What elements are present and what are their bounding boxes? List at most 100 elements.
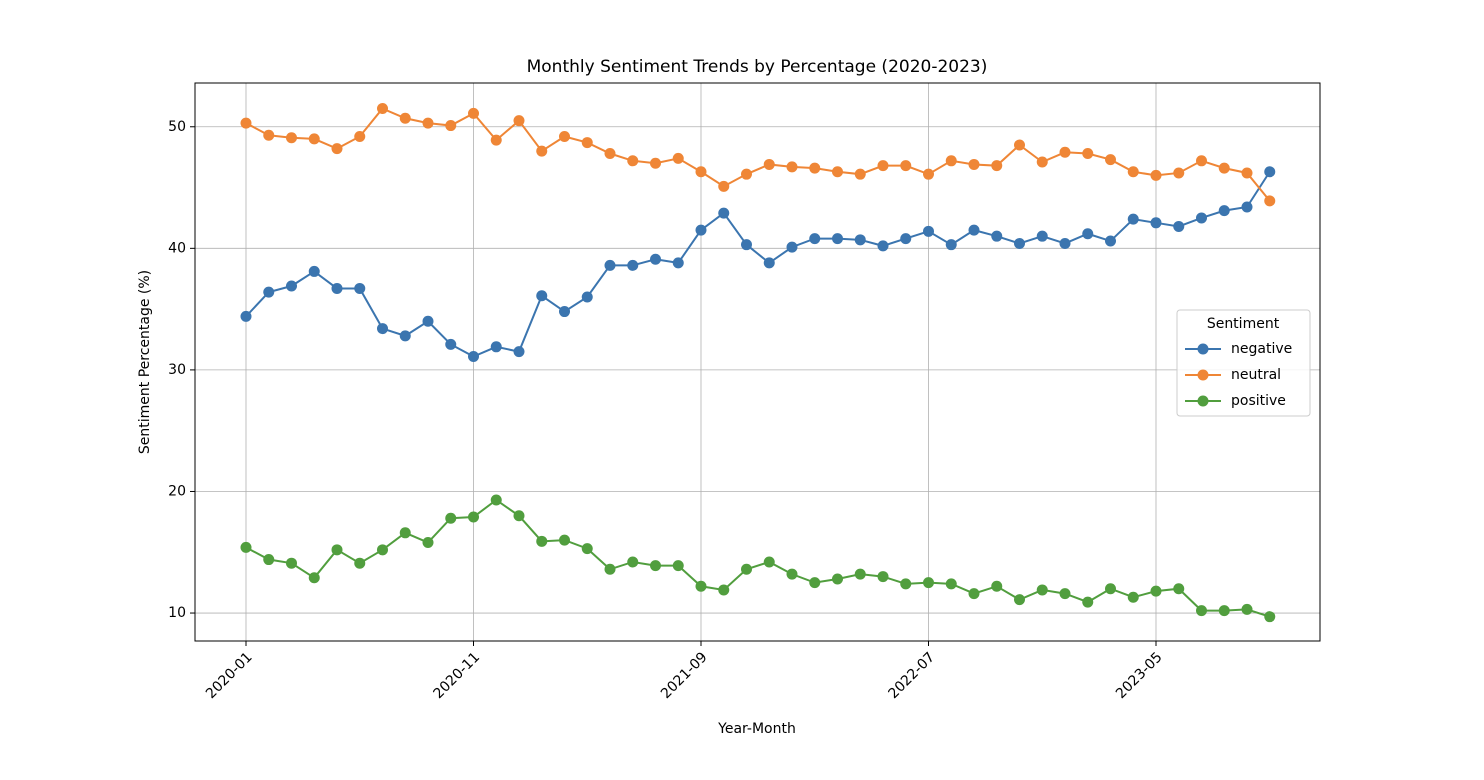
data-point: [422, 315, 434, 327]
data-point: [559, 130, 570, 142]
data-point: [650, 560, 661, 572]
data-point: [900, 578, 912, 590]
data-point: [854, 234, 866, 246]
data-point: [1059, 237, 1071, 249]
data-point: [1218, 205, 1230, 217]
data-point: [627, 259, 639, 271]
data-point: [468, 351, 479, 363]
data-point: [1082, 228, 1094, 240]
data-point: [1105, 154, 1116, 166]
data-point: [286, 280, 297, 292]
data-point: [923, 577, 934, 589]
plot-frame: [194, 82, 1321, 642]
data-point: [763, 556, 775, 568]
data-point: [832, 573, 843, 585]
legend-marker: [1197, 369, 1209, 381]
data-point: [581, 137, 593, 149]
data-point: [1059, 588, 1071, 600]
data-point: [422, 117, 434, 129]
data-point: [1150, 217, 1162, 229]
data-point: [1150, 169, 1162, 181]
data-point: [1218, 162, 1230, 174]
data-point: [445, 338, 457, 350]
data-point: [1264, 166, 1276, 178]
legend-label: negative: [1231, 341, 1292, 357]
data-point: [1014, 139, 1025, 151]
data-point: [468, 107, 479, 119]
data-point: [1127, 591, 1139, 603]
data-point: [536, 145, 548, 157]
data-point: [718, 584, 730, 596]
y-tick-label: 30: [168, 362, 186, 378]
data-point: [399, 527, 411, 539]
data-point: [695, 224, 707, 236]
data-point: [263, 554, 275, 566]
data-point: [286, 557, 297, 569]
data-point: [991, 160, 1003, 172]
data-point: [559, 306, 570, 318]
data-point: [1150, 585, 1162, 597]
data-point: [490, 134, 502, 146]
data-point: [877, 571, 889, 583]
data-point: [331, 143, 343, 155]
data-point: [377, 544, 388, 556]
data-point: [1241, 603, 1253, 615]
data-point: [377, 323, 388, 335]
data-point: [923, 168, 934, 180]
data-point: [513, 510, 525, 522]
data-point: [968, 158, 980, 170]
data-point: [877, 160, 889, 172]
chart-title: Monthly Sentiment Trends by Percentage (…: [527, 57, 988, 77]
data-point: [741, 239, 752, 251]
data-point: [399, 330, 411, 342]
data-point: [968, 588, 980, 600]
data-point: [445, 512, 457, 524]
data-point: [1036, 584, 1048, 596]
data-point: [581, 291, 593, 303]
data-point: [718, 207, 730, 219]
data-point: [354, 557, 366, 569]
data-point: [1196, 212, 1207, 224]
data-point: [308, 265, 320, 277]
data-point: [286, 132, 297, 144]
data-point: [786, 241, 798, 253]
data-point: [718, 180, 730, 192]
legend-label: neutral: [1231, 367, 1281, 383]
data-point: [536, 290, 548, 302]
data-point: [809, 577, 821, 589]
data-point: [1196, 605, 1207, 617]
data-point: [650, 157, 661, 169]
y-tick-label: 50: [168, 119, 186, 135]
data-point: [331, 544, 343, 556]
data-point: [240, 310, 252, 322]
data-point: [786, 568, 798, 580]
legend-marker: [1197, 343, 1209, 355]
data-point: [854, 568, 866, 580]
data-point: [1264, 195, 1276, 207]
data-point: [1014, 594, 1025, 606]
data-point: [877, 240, 889, 252]
data-point: [1105, 583, 1116, 595]
data-point: [809, 233, 821, 245]
data-point: [513, 115, 525, 127]
data-point: [945, 155, 957, 167]
data-point: [945, 578, 957, 590]
series-line: [245, 107, 1271, 202]
data-point: [832, 233, 843, 245]
data-point: [650, 253, 661, 265]
data-point: [490, 494, 502, 506]
data-point: [900, 160, 912, 172]
data-point: [536, 535, 548, 547]
legend-title: Sentiment: [1207, 316, 1280, 332]
y-tick-label: 10: [168, 605, 186, 621]
data-point: [786, 161, 798, 173]
data-point: [1173, 167, 1185, 179]
data-point: [1241, 167, 1253, 179]
data-point: [308, 572, 320, 584]
data-point: [263, 286, 275, 298]
data-point: [490, 341, 502, 353]
data-point: [581, 543, 593, 555]
data-point: [399, 112, 411, 124]
data-point: [1036, 156, 1048, 168]
series-line: [245, 498, 1271, 618]
